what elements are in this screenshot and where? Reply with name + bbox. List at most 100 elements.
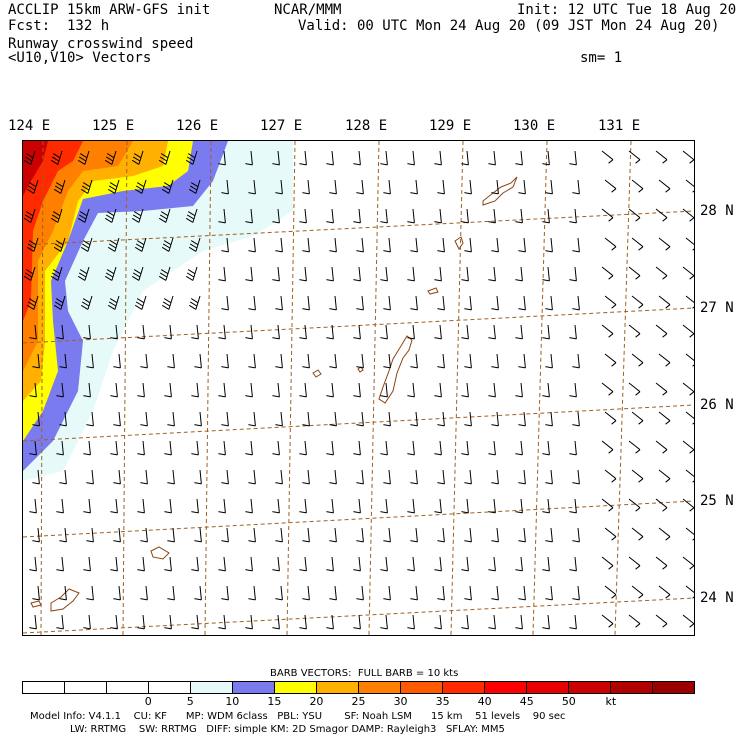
wind-barb: [248, 585, 256, 601]
island-kume: [312, 369, 322, 378]
wind-barb: [86, 527, 94, 543]
lat-label-27: 27 N: [700, 300, 734, 316]
color-bar-tick-label: 15: [267, 695, 282, 708]
wind-barb: [631, 585, 644, 599]
lon-label-129: 129 E: [429, 118, 472, 134]
wind-barb: [329, 527, 337, 543]
wind-barb: [245, 324, 253, 340]
color-bar-segment: [653, 682, 694, 693]
wind-barb: [110, 556, 118, 572]
wind-barb: [631, 179, 644, 193]
wind-barb: [407, 150, 415, 166]
wind-barb: [134, 237, 147, 252]
wind-barb: [164, 324, 172, 340]
color-bar-segment: [317, 682, 359, 693]
wind-barb: [113, 527, 121, 543]
wind-barb: [628, 324, 641, 338]
wind-barb: [569, 614, 577, 630]
smoothing-label: sm= 1: [580, 50, 623, 66]
wind-barb: [164, 614, 172, 630]
wind-barb: [491, 295, 499, 311]
wind-barb: [356, 469, 364, 485]
wind-barb: [56, 498, 64, 514]
wind-barb: [104, 208, 117, 223]
wind-barb: [245, 208, 253, 224]
color-bar-segment: [191, 682, 233, 693]
wind-barb: [434, 498, 442, 514]
wind-barb: [329, 179, 337, 195]
wind-barb: [542, 324, 550, 340]
wind-barb: [23, 266, 36, 281]
wind-barb: [380, 266, 388, 282]
wind-barb: [461, 498, 469, 514]
wind-barb: [32, 353, 40, 369]
wind-barb: [77, 208, 90, 223]
wind-barb: [59, 353, 67, 369]
wind-barb: [161, 179, 174, 194]
wind-barb: [631, 295, 644, 309]
wind-barb: [685, 353, 694, 367]
wind-barb: [245, 498, 253, 514]
wind-barb: [601, 498, 614, 512]
wind-barb: [685, 179, 694, 193]
wind-barb: [461, 440, 469, 456]
barb-legend-title: BARB VECTORS: FULL BARB = 10 kts: [270, 668, 459, 679]
lat-label-28: 28 N: [700, 203, 734, 219]
lat-label-26: 26 N: [700, 397, 734, 413]
wind-barb: [83, 324, 91, 340]
wind-barb: [29, 382, 37, 398]
wind-barb: [437, 237, 445, 253]
wind-barb: [631, 527, 644, 541]
wind-barb: [461, 208, 469, 224]
wind-barb: [631, 469, 644, 483]
wind-barb: [275, 469, 283, 485]
wind-barb: [272, 498, 280, 514]
wind-barb: [137, 498, 145, 514]
wind-barb: [628, 614, 641, 628]
wind-barb: [356, 295, 364, 311]
wind-barb: [50, 208, 63, 223]
wind-barb: [464, 469, 472, 485]
wind-barb: [110, 614, 118, 630]
wind-barb: [53, 237, 66, 252]
wind-barb: [437, 353, 445, 369]
wind-barb: [329, 353, 337, 369]
wind-barb: [56, 440, 64, 456]
wind-barb: [167, 585, 175, 601]
wind-barb: [572, 469, 580, 485]
wind-barb: [628, 208, 641, 222]
wind-barb: [545, 469, 553, 485]
wind-barb: [302, 237, 310, 253]
wind-barb: [518, 585, 526, 601]
wind-barb: [167, 469, 175, 485]
wind-barb: [275, 237, 283, 253]
wind-barb: [107, 237, 120, 252]
wind-barb: [464, 353, 472, 369]
wind-barb: [437, 585, 445, 601]
lon-label-124: 124 E: [8, 118, 51, 134]
wind-barb: [518, 179, 526, 195]
wind-barb: [275, 353, 283, 369]
wind-barb: [80, 295, 93, 310]
wind-barb: [113, 469, 121, 485]
wind-barb: [329, 585, 337, 601]
wind-barb: [140, 585, 148, 601]
color-bar-segment: [149, 682, 191, 693]
wind-barb: [655, 498, 668, 512]
wind-barb: [221, 237, 229, 253]
wind-barb: [488, 150, 496, 166]
wind-barb: [464, 295, 472, 311]
wind-barb: [326, 556, 334, 572]
wind-barb: [29, 614, 37, 630]
wind-barb: [221, 411, 229, 427]
wind-barb: [572, 179, 580, 195]
wind-barb: [110, 498, 118, 514]
wind-barb: [410, 295, 418, 311]
wind-barb: [461, 324, 469, 340]
wind-barb: [221, 179, 229, 195]
wind-barb: [491, 237, 499, 253]
wind-barb: [682, 382, 694, 396]
island-okinawa: [378, 335, 413, 404]
wind-barb: [167, 353, 175, 369]
wind-barb: [631, 411, 644, 425]
